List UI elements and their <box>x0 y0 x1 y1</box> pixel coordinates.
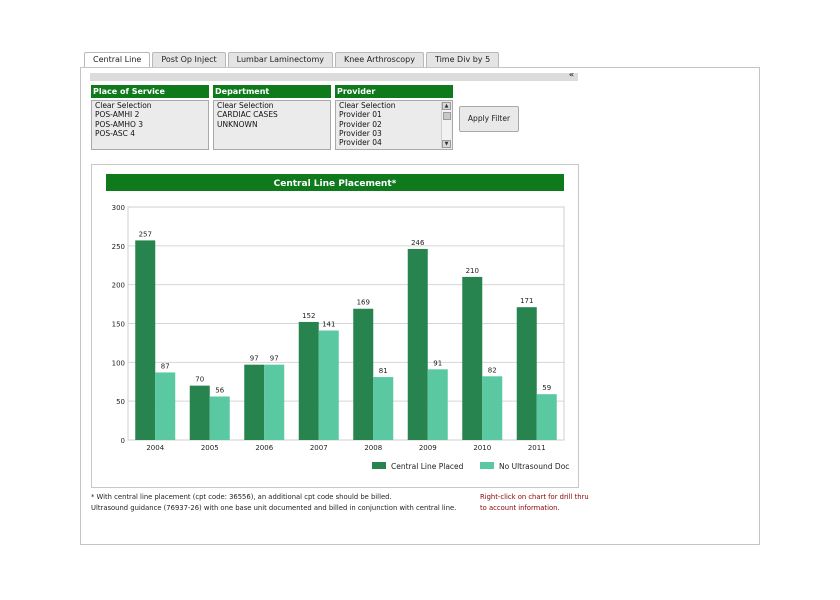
list-option[interactable]: POS-AMHI 2 <box>95 110 140 120</box>
x-tick-label: 2008 <box>364 444 382 452</box>
drill-through-note: Right-click on chart for drill thru to a… <box>480 492 589 514</box>
provider-list[interactable]: Clear Selection Provider 01 Provider 02 … <box>335 100 453 150</box>
tab-time-div-by-5[interactable]: Time Div by 5 <box>425 52 500 67</box>
y-tick-label: 250 <box>112 243 125 251</box>
list-option[interactable]: CARDIAC CASES <box>217 110 278 120</box>
y-tick-label: 300 <box>112 204 125 212</box>
footnote-line-2: Ultrasound guidance (76937-26) with one … <box>91 504 457 512</box>
bar <box>427 369 448 440</box>
data-label: 141 <box>322 320 335 328</box>
bar <box>516 307 537 440</box>
plot-area <box>127 206 565 441</box>
data-label: 97 <box>270 355 279 363</box>
tab-central-line[interactable]: Central Line <box>84 52 151 68</box>
chart-title: Central Line Placement* <box>274 179 397 189</box>
tab-knee-arthroscopy[interactable]: Knee Arthroscopy <box>334 52 424 67</box>
bar <box>536 394 557 440</box>
bar <box>189 385 210 440</box>
y-tick-label: 50 <box>116 398 125 406</box>
department-list[interactable]: Clear Selection CARDIAC CASES UNKNOWN <box>213 100 331 150</box>
place-of-service-list[interactable]: Clear Selection POS-AMHI 2 POS-AMHO 3 PO… <box>91 100 209 150</box>
data-label: 97 <box>250 355 259 363</box>
legend-label: No Ultrasound Doc <box>499 462 569 471</box>
list-option[interactable]: POS-ASC 4 <box>95 128 136 138</box>
data-label: 59 <box>542 384 551 392</box>
bar <box>155 372 176 440</box>
scroll-up-arrow-icon[interactable]: ▲ <box>442 102 451 110</box>
provider-header: Provider <box>335 85 453 98</box>
apply-filter-button[interactable]: Apply Filter <box>459 106 519 132</box>
x-tick-label: 2007 <box>310 444 328 452</box>
y-tick-label: 100 <box>112 359 125 367</box>
list-option[interactable]: Provider 02 <box>339 119 382 129</box>
x-tick-label: 2006 <box>255 444 273 452</box>
bar <box>244 364 265 440</box>
data-label: 70 <box>195 376 204 384</box>
data-label: 169 <box>357 299 370 307</box>
bar <box>462 276 483 440</box>
tab-lumbar-laminectomy[interactable]: Lumbar Laminectomy <box>227 52 333 67</box>
data-label: 91 <box>433 359 442 367</box>
scroll-down-arrow-icon[interactable]: ▼ <box>442 140 451 148</box>
y-tick-label: 150 <box>112 321 125 329</box>
legend-swatch <box>480 462 494 469</box>
data-label: 246 <box>411 239 425 247</box>
x-tick-label: 2011 <box>528 444 546 452</box>
data-label: 87 <box>161 362 170 370</box>
chart-container[interactable]: Central Line Placement* 0 50 100 150 200 250 30… <box>91 164 579 488</box>
y-tick-label: 200 <box>112 282 125 290</box>
bar <box>353 308 374 440</box>
x-tick-label: 2010 <box>473 444 491 452</box>
bar <box>135 240 156 440</box>
bar <box>209 396 230 440</box>
list-option[interactable]: Provider 04 <box>339 138 382 148</box>
list-option[interactable]: UNKNOWN <box>217 119 258 129</box>
legend-label: Central Line Placed <box>391 462 464 471</box>
provider-filter: Provider Clear Selection Provider 01 Pro… <box>335 85 453 150</box>
provider-scrollbar[interactable]: ▲ ▼ <box>441 102 451 148</box>
data-label: 210 <box>466 267 479 275</box>
place-of-service-header: Place of Service <box>91 85 209 98</box>
data-label: 82 <box>488 366 497 374</box>
chart-title-banner <box>106 174 564 191</box>
list-option[interactable]: Provider 03 <box>339 128 382 138</box>
bar <box>373 377 394 440</box>
double-chevron-up-icon[interactable]: « <box>568 70 574 79</box>
bar <box>482 376 503 440</box>
department-header: Department <box>213 85 331 98</box>
x-tick-label: 2004 <box>146 444 164 452</box>
place-of-service-filter: Place of Service Clear Selection POS-AMH… <box>91 85 209 150</box>
drill-note-line-2: to account information. <box>480 504 560 512</box>
footnote-line-1: * With central line placement (cpt code:… <box>91 493 392 501</box>
data-label: 56 <box>215 387 224 395</box>
data-label: 81 <box>379 367 388 375</box>
bar <box>298 321 319 440</box>
drill-note-line-1: Right-click on chart for drill thru <box>480 493 589 501</box>
scroll-thumb[interactable] <box>443 112 451 120</box>
data-label: 152 <box>302 312 315 320</box>
list-option[interactable]: Provider 01 <box>339 110 382 120</box>
footnote: * With central line placement (cpt code:… <box>91 492 456 514</box>
data-label: 257 <box>139 230 152 238</box>
tab-bar: Central Line Post Op Inject Lumbar Lamin… <box>84 52 501 68</box>
list-option[interactable]: Clear Selection <box>339 101 396 110</box>
department-filter: Department Clear Selection CARDIAC CASES… <box>213 85 331 150</box>
filter-collapse-bar[interactable]: « <box>90 70 578 81</box>
x-tick-label: 2009 <box>419 444 437 452</box>
data-label: 171 <box>520 297 533 305</box>
list-option[interactable]: Clear Selection <box>95 101 152 110</box>
bar-chart[interactable]: Central Line Placement* 0 50 100 150 200 250 30… <box>92 165 578 487</box>
bar <box>264 364 285 440</box>
list-option[interactable]: POS-AMHO 3 <box>95 119 144 129</box>
tab-post-op-inject[interactable]: Post Op Inject <box>152 52 226 67</box>
bar <box>407 248 428 440</box>
x-tick-label: 2005 <box>201 444 219 452</box>
bar <box>318 330 339 440</box>
legend-swatch <box>372 462 386 469</box>
list-option[interactable]: Clear Selection <box>217 101 274 110</box>
y-tick-label: 0 <box>121 437 125 445</box>
